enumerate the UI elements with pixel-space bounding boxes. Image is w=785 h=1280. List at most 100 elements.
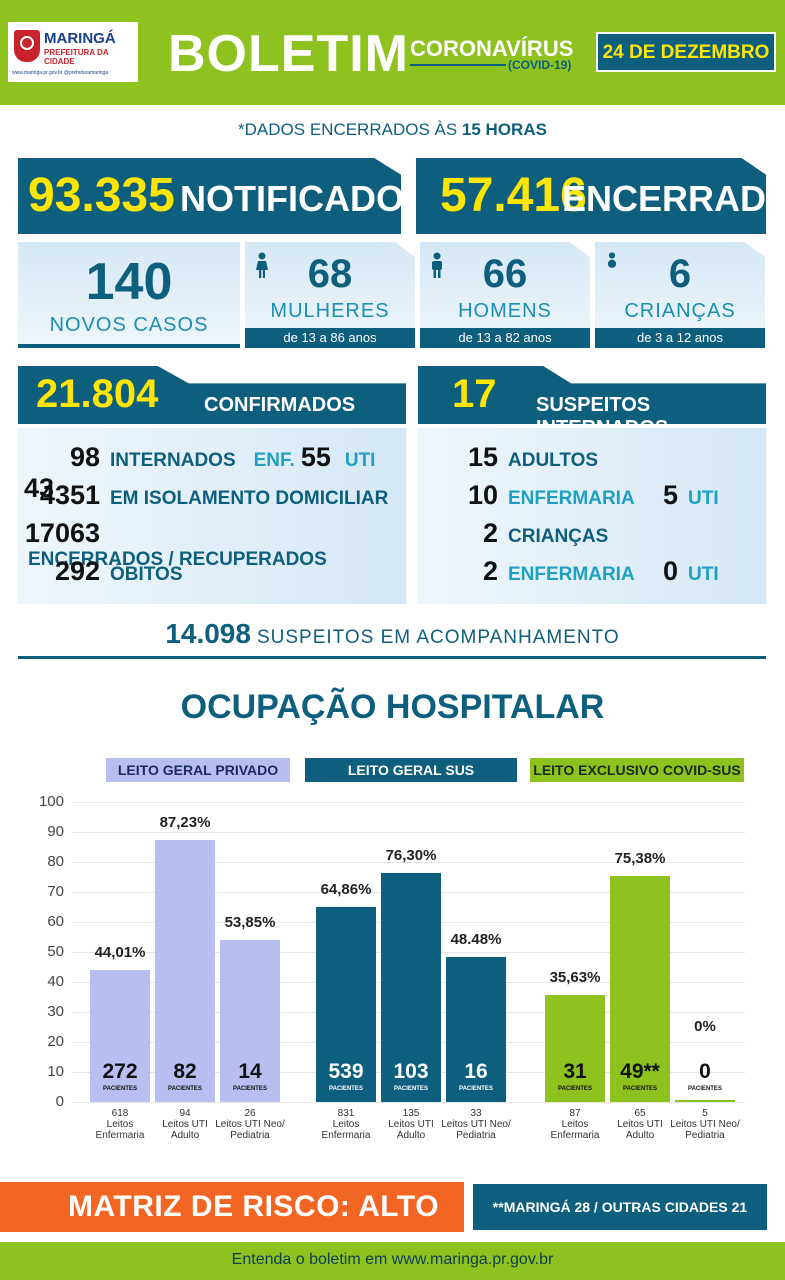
y-tick-label: 0 (55, 1093, 64, 1110)
bar-patients-label: PACIENTES (558, 1086, 592, 1092)
confirmed-value: 21.804 (36, 372, 159, 416)
bar-percent-label: 53,85% (224, 914, 276, 932)
occupancy-title: OCUPAÇÃO HOSPITALAR (180, 688, 605, 726)
baby-icon (607, 252, 617, 268)
confirmed-panel: 98 INTERNADOS ENF. 55 UTI 43 4351 EM ISOLAMENT… (18, 428, 406, 604)
bar (90, 969, 150, 1102)
suspects-adults-ward-value: 10 (467, 480, 498, 510)
suspects-children-ward-row: 2 ENFERMARIA 0 UTI (418, 556, 719, 587)
deaths-row: 292 ÓBITOS (18, 556, 183, 587)
group-header: LEITO GERAL SUS (305, 758, 517, 782)
bar-beds-label: Leitos Enfermaria (95, 1119, 145, 1141)
shield-emblem (20, 36, 34, 50)
bar-percent-label: 0% (694, 1018, 716, 1035)
bar-category-label: 831 Leitos Enfermaria (310, 1108, 382, 1141)
hospitalized-row: 98 INTERNADOS ENF. 55 UTI 43 (18, 442, 406, 504)
hospitalized-enf-value: 55 (300, 442, 331, 472)
women-age-range: de 13 a 86 anos (245, 328, 415, 348)
bar-category-label: 94 Leitos UTI Adulto (149, 1108, 221, 1141)
bulletin-subtitle: CORONAVÍRUS (410, 36, 574, 61)
bar-beds-label: Leitos UTI Adulto (388, 1119, 434, 1141)
bar-patients-value: 16 (464, 1060, 488, 1083)
children-value: 6 (668, 252, 692, 296)
monitoring-line: 14.098 SUSPEITOS EM ACOMPANHAMENTO (0, 618, 785, 650)
logo-city-name: MARINGÁ (44, 30, 116, 47)
suspects-adults-uti-label: UTI (688, 488, 719, 509)
y-tick-label: 90 (47, 823, 64, 840)
bar-beds-count: 5 (702, 1108, 708, 1119)
new-cases-value: 140 (85, 253, 173, 311)
suspects-children-value: 2 (482, 518, 498, 548)
isolation-label: EM ISOLAMENTO DOMICILIAR (110, 488, 389, 509)
logo-subtitle: PREFEITURA DA CIDADE (44, 48, 109, 66)
cities-note-box: **MARINGÁ 28 / OUTRAS CIDADES 21 (473, 1184, 767, 1230)
bar-beds-label: Leitos Enfermaria (321, 1119, 371, 1141)
bar (220, 940, 280, 1102)
data-closing-note: *DADOS ENCERRADOS ÀS 15 HORAS (0, 120, 785, 140)
bar (155, 840, 215, 1102)
suspects-label: SUSPEITOS INTERNADOS (536, 394, 668, 424)
suspects-children-ward-value: 2 (482, 556, 498, 586)
bar-category-label: 5 Leitos UTI Neo/ Pediatria (669, 1108, 741, 1141)
hospitalized-value: 98 (69, 442, 100, 472)
bar-patients-value: 82 (173, 1060, 197, 1083)
shield-icon (14, 30, 40, 62)
bar-percent-label: 76,30% (385, 847, 437, 865)
women-label: MULHERES (270, 300, 390, 322)
suspects-panel: 15 ADULTOS 10 ENFERMARIA 5 UTI 2 CRIANÇAS 2 EN… (418, 428, 766, 604)
city-logo[interactable]: MARINGÁ PREFEITURA DA CIDADE www.maringa… (8, 22, 138, 82)
bar-patients-value: 49** (620, 1060, 660, 1083)
men-box: 66 HOMENS de 13 a 82 anos (420, 242, 590, 348)
bar-patients-label: PACIENTES (103, 1086, 137, 1092)
suspects-adults-row: 15 ADULTOS (418, 442, 598, 473)
bar-beds-label: Leitos Enfermaria (550, 1119, 600, 1141)
bar-patients-label: PACIENTES (688, 1086, 722, 1092)
y-tick-label: 40 (47, 973, 64, 990)
closed-value: 57.416 (440, 169, 587, 222)
monitoring-value: 14.098 (165, 618, 251, 649)
isolation-row: 4351 EM ISOLAMENTO DOMICILIAR (18, 480, 388, 511)
hospitalized-uti-label: UTI (344, 450, 376, 471)
y-tick-label: 80 (47, 853, 64, 870)
y-tick-label: 60 (47, 913, 64, 930)
suspects-header: 17 SUSPEITOS INTERNADOS (418, 366, 766, 424)
bar-category-label: 87 Leitos Enfermaria (539, 1108, 611, 1141)
bar (545, 995, 605, 1102)
subtitle-underline (410, 64, 506, 66)
recovered-label: ENCERRADOS / RECUPERADOS (28, 549, 327, 570)
bar-beds-count: 33 (470, 1108, 482, 1119)
suspects-value: 17 (452, 372, 497, 416)
bar-patients-value: 103 (393, 1060, 429, 1083)
new-cases-underline (18, 344, 240, 348)
man-icon (432, 252, 442, 278)
men-label: HOMENS (458, 300, 552, 322)
suspects-children-label: CRIANÇAS (508, 526, 609, 547)
bar-patients-label: PACIENTES (168, 1086, 202, 1092)
bar-patients-label: PACIENTES (623, 1086, 657, 1092)
children-age-range: de 3 a 12 anos (595, 328, 765, 348)
recovered-row: 17063ENCERRADOS / RECUPERADOS (18, 518, 406, 571)
bar (675, 1100, 735, 1102)
header-bar: MARINGÁ PREFEITURA DA CIDADE www.maringa… (0, 0, 785, 105)
new-cases-box: 140 NOVOS CASOS (18, 242, 240, 348)
date-text: 24 DE DEZEMBRO (602, 42, 770, 63)
bulletin-title: BOLETIM (168, 25, 409, 83)
isolation-value: 4351 (39, 480, 100, 510)
gridline (72, 862, 745, 863)
bar-patients-value: 31 (563, 1060, 587, 1083)
suspects-children-ward-label: ENFERMARIA (508, 564, 635, 585)
footer-link-text[interactable]: Entenda o boletim em www.maringa.pr.gov.… (231, 1251, 554, 1268)
notified-value: 93.335 (28, 169, 175, 222)
bar-category-label: 135 Leitos UTI Adulto (375, 1108, 447, 1141)
suspects-adults-ward-label: ENFERMARIA (508, 488, 635, 509)
children-box: 6 CRIANÇAS de 3 a 12 anos (595, 242, 765, 348)
bar-category-label: 618 Leitos Enfermaria (84, 1108, 156, 1141)
gridline (72, 1102, 745, 1103)
bar-percent-label: 35,63% (549, 969, 601, 987)
bar-percent-label: 48.48% (450, 930, 502, 948)
bar-percent-label: 64,86% (320, 881, 372, 899)
y-tick-label: 70 (47, 883, 64, 900)
suspects-children-uti-label: UTI (688, 564, 719, 585)
bar-beds-label: Leitos UTI Neo/ Pediatria (441, 1119, 511, 1141)
bar-beds-count: 26 (244, 1108, 256, 1119)
